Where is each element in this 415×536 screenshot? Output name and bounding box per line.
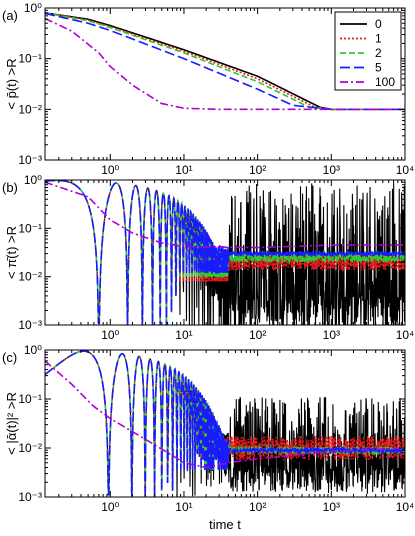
legend-label-100: 100 bbox=[375, 75, 395, 89]
y-tick-label: 10⁻¹ bbox=[18, 221, 42, 235]
x-tick-label: 10⁰ bbox=[101, 328, 119, 342]
series-line-5 bbox=[45, 350, 405, 497]
plot-area bbox=[45, 180, 405, 325]
x-tick-label: 10⁴ bbox=[396, 500, 415, 514]
x-axis-label: time t bbox=[209, 517, 241, 532]
panel-1: 10⁰ 10¹ 10² 10³ 10⁴ 10⁰ 10⁻¹ 10⁻² 10⁻³ (b) < π̄(t)… bbox=[2, 173, 414, 342]
plot-frame bbox=[44, 7, 406, 161]
panel-2: 10⁰ 10¹ 10² 10³ 10⁴ 10⁰ 10⁻¹ 10⁻² 10⁻³ (c) < |ᾱ(t… bbox=[2, 343, 414, 532]
y-tick-label: 10⁻² bbox=[18, 270, 42, 284]
x-tick-label: 10¹ bbox=[175, 500, 192, 514]
x-tick-label: 10¹ bbox=[175, 163, 192, 177]
legend-label-5: 5 bbox=[375, 61, 382, 75]
y-tick-label: 10⁻³ bbox=[18, 318, 42, 332]
panel-label: (b) bbox=[2, 180, 18, 195]
panel-label: (c) bbox=[2, 350, 17, 365]
series-line-100 bbox=[45, 360, 405, 469]
x-tick-label: 10⁴ bbox=[396, 328, 415, 342]
plot-area bbox=[45, 12, 405, 111]
x-tick-label: 10⁴ bbox=[396, 163, 415, 177]
x-tick-label: 10³ bbox=[323, 328, 340, 342]
x-tick-label: 10² bbox=[249, 500, 266, 514]
y-axis-label: < p̄(t) >R bbox=[4, 58, 19, 109]
y-axis-label: < |ᾱ(t)|² >R bbox=[4, 392, 19, 455]
legend-label-2: 2 bbox=[375, 46, 382, 60]
y-tick-label: 10⁰ bbox=[24, 343, 42, 357]
panel-0: 10⁰ 10¹ 10² 10³ 10⁴ 10⁰ 10⁻¹ 10⁻² 10⁻³ (a) < p̄(t)… bbox=[2, 1, 414, 177]
y-tick-label: 10⁻³ bbox=[18, 490, 42, 504]
x-tick-label: 10⁰ bbox=[101, 163, 119, 177]
legend-label-1: 1 bbox=[375, 32, 382, 46]
y-axis-label: < π̄(t) >R bbox=[4, 226, 19, 279]
plot-area bbox=[45, 350, 405, 497]
x-tick-label: 10¹ bbox=[175, 328, 192, 342]
x-tick-label: 10³ bbox=[323, 500, 340, 514]
legend-label-0: 0 bbox=[375, 17, 382, 31]
x-tick-label: 10³ bbox=[323, 163, 340, 177]
legend-box bbox=[334, 11, 402, 91]
series-line-100 bbox=[45, 181, 405, 249]
y-tick-label: 10⁻¹ bbox=[18, 52, 42, 66]
y-tick-label: 10⁻¹ bbox=[18, 392, 42, 406]
series-line-5 bbox=[45, 180, 405, 325]
y-tick-label: 10⁻² bbox=[18, 102, 42, 116]
y-tick-label: 10⁻² bbox=[18, 441, 42, 455]
plot-frame bbox=[44, 179, 406, 326]
y-tick-label: 10⁻³ bbox=[18, 153, 42, 167]
y-tick-label: 10⁰ bbox=[24, 173, 42, 187]
series-line-0 bbox=[45, 350, 405, 497]
x-tick-label: 10² bbox=[249, 163, 266, 177]
plot-frame bbox=[44, 349, 406, 498]
x-tick-label: 10² bbox=[249, 328, 266, 342]
y-tick-label: 10⁰ bbox=[24, 1, 42, 15]
x-tick-label: 10⁰ bbox=[101, 500, 119, 514]
panel-label: (a) bbox=[2, 8, 18, 23]
